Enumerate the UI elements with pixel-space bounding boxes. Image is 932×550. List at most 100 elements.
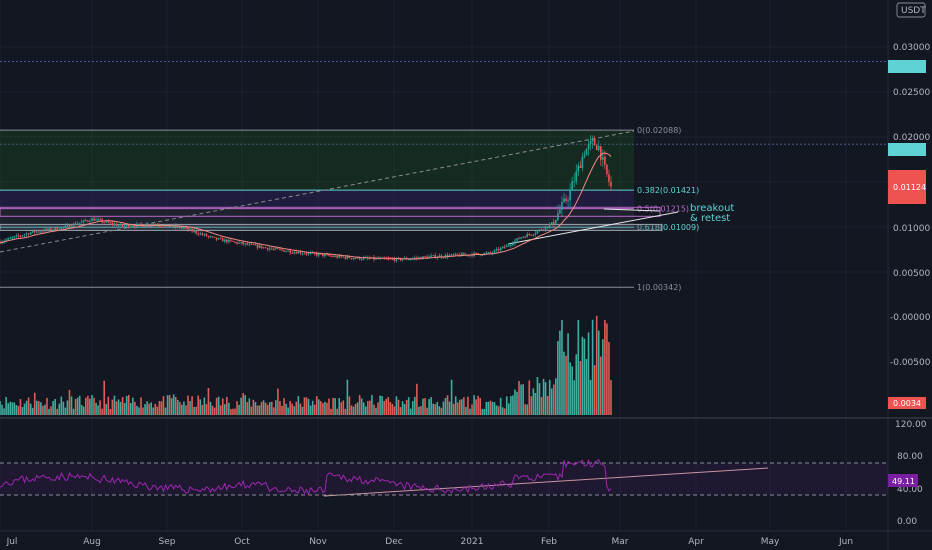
- candle-body: [221, 238, 224, 242]
- candle-body: [352, 258, 355, 260]
- candle-body: [244, 243, 247, 245]
- volume-bar: [54, 399, 56, 415]
- volume-bar: [508, 403, 510, 415]
- volume-axis[interactable]: -0.00000 -0.00500 0.0034: [888, 313, 931, 409]
- candle-body: [552, 222, 555, 224]
- rsi-value-badge[interactable]: [888, 474, 918, 487]
- volume-bar: [277, 388, 279, 415]
- candle-body: [332, 255, 334, 257]
- volume-bar: [148, 403, 150, 415]
- volume-bar: [432, 403, 435, 415]
- fibonacci-retracement[interactable]: 0(0.02088) 0.382(0.01421) 0.5(0.01215) 0.61…: [0, 61, 888, 293]
- level-badge-upper[interactable]: [888, 60, 926, 73]
- candle-body: [38, 231, 40, 233]
- volume-bar: [328, 398, 330, 415]
- candle-body: [162, 226, 165, 228]
- current-price-badge[interactable]: [888, 170, 926, 204]
- volume-bar: [72, 408, 75, 415]
- fib-level-label: 0.618(0.01009): [637, 223, 699, 232]
- moving-average-line[interactable]: [0, 152, 612, 260]
- rsi-panel[interactable]: [0, 458, 888, 496]
- volume-badge[interactable]: [888, 397, 926, 409]
- volume-bar: [223, 404, 226, 415]
- volume-bar: [217, 396, 220, 415]
- volume-bar: [193, 406, 195, 415]
- candle-body: [115, 223, 118, 226]
- volume-bar: [21, 407, 24, 415]
- fib-level-label: 0(0.02088): [637, 126, 681, 135]
- candle-body: [295, 252, 298, 254]
- retest-box-lower[interactable]: [0, 223, 663, 231]
- retest-pointer-line[interactable]: [603, 208, 661, 212]
- volume-bar: [438, 406, 441, 415]
- candle-body: [340, 255, 343, 257]
- candle-body: [442, 257, 445, 259]
- volume-bar: [168, 395, 171, 415]
- price-axis-panel[interactable]: [888, 0, 932, 550]
- volume-bar: [465, 407, 467, 415]
- volume-bar: [552, 384, 555, 415]
- candle-body: [610, 181, 612, 187]
- current-price-label: 0.01124: [893, 183, 926, 192]
- candle-body: [418, 257, 420, 259]
- candle-body: [134, 226, 136, 228]
- volume-bar: [503, 408, 506, 415]
- rsi-line[interactable]: [0, 458, 612, 496]
- volume-bar: [440, 407, 443, 415]
- volume-bar: [495, 405, 498, 415]
- time-axis[interactable]: Jul Aug Sep Oct Nov Dec 2021 Feb Mar Apr May Jun: [6, 537, 853, 547]
- support-trend-line[interactable]: [507, 211, 679, 245]
- volume-bar: [589, 379, 592, 415]
- retest-box-upper[interactable]: [0, 206, 661, 217]
- annotation-breakout[interactable]: breakout: [690, 203, 734, 214]
- volume-bar: [264, 402, 267, 415]
- currency-label: USDT: [901, 6, 926, 16]
- candle-body: [430, 255, 432, 257]
- candle-body: [514, 240, 516, 244]
- candle-body: [176, 226, 179, 228]
- candle-body: [569, 189, 571, 201]
- time-label: Jul: [6, 537, 18, 547]
- volume-bar: [514, 389, 516, 415]
- volume-bar: [287, 407, 289, 415]
- rsi-axis[interactable]: 120.00 80.00 40.00 0.00 49.11: [888, 420, 927, 527]
- volume-bar: [87, 395, 89, 415]
- candle-body: [0, 241, 1, 244]
- volume-bar: [540, 397, 543, 415]
- volume-bar: [354, 403, 357, 415]
- candle-body: [203, 234, 206, 236]
- volume-bar: [338, 398, 341, 415]
- candle-body: [273, 248, 275, 250]
- candle-body: [608, 174, 610, 182]
- volume-bar: [320, 401, 322, 415]
- volume-bar: [27, 397, 30, 415]
- volume-bar: [64, 407, 67, 415]
- trend-lines[interactable]: [0, 130, 769, 497]
- price-axis[interactable]: USDT 0.03000 0.02500 0.02000 0.01000 0.0…: [888, 2, 930, 279]
- volume-bar: [458, 399, 461, 415]
- annotation-retest[interactable]: & retest: [690, 213, 730, 224]
- level-badge-lower[interactable]: [888, 143, 926, 156]
- candle-body: [258, 245, 261, 248]
- volume-bars[interactable]: [0, 315, 612, 415]
- candle-body: [148, 224, 150, 226]
- candle-body: [217, 238, 220, 240]
- volume-bar: [195, 406, 197, 415]
- candle-body: [3, 240, 5, 242]
- candle-body: [544, 226, 547, 230]
- candle-body: [287, 250, 289, 252]
- candle-body: [546, 226, 549, 228]
- volume-bar: [526, 404, 529, 415]
- candle-body: [260, 245, 263, 249]
- volume-bar: [35, 400, 38, 415]
- rsi-trend-line[interactable]: [323, 467, 769, 497]
- volume-bar: [211, 405, 214, 415]
- volume-bar: [185, 405, 187, 415]
- dashed-resistance-line[interactable]: [0, 130, 635, 253]
- time-label: Apr: [688, 537, 704, 547]
- volume-bar: [260, 402, 263, 415]
- volume-bar: [179, 401, 181, 415]
- volume-bar: [524, 404, 526, 415]
- volume-bar: [604, 320, 606, 415]
